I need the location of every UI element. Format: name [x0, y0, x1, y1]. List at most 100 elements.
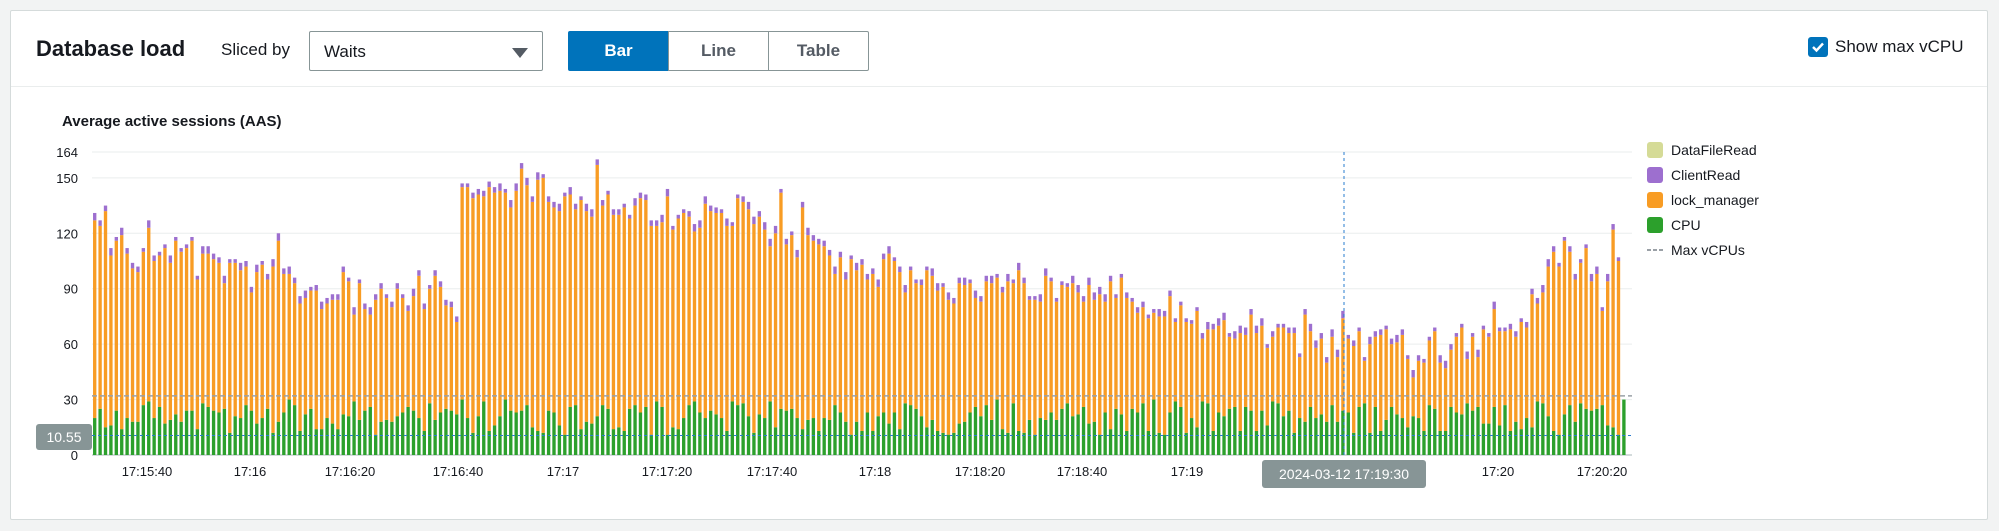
bar-segment-lock-manager — [103, 211, 108, 428]
bar-segment-lock-manager — [1265, 347, 1269, 426]
bar-segment-lock-manager — [1524, 327, 1529, 419]
bar-segment-cpu — [401, 412, 405, 455]
bar-segment-cpu — [660, 406, 664, 455]
bar-segment-cpu — [1470, 410, 1475, 455]
bar-segment-cpu — [622, 430, 626, 455]
bar-segment-cpu — [768, 401, 772, 455]
bar-segment-lock-manager — [201, 253, 205, 404]
bar-segment-clientread — [244, 261, 248, 267]
bar-segment-cpu — [1406, 427, 1410, 455]
bar-segment-lock-manager — [455, 321, 459, 415]
bar-segment-cpu — [309, 408, 313, 455]
bar-segment-lock-manager — [195, 279, 200, 430]
bar-segment-clientread — [817, 238, 821, 245]
bar-segment-cpu — [147, 401, 151, 455]
bar-segment-lock-manager — [1049, 281, 1053, 413]
bar-segment-lock-manager — [660, 222, 664, 407]
bar-segment-cpu — [368, 406, 372, 455]
bar-segment-cpu — [1098, 434, 1102, 455]
bar-segment-cpu — [579, 429, 583, 455]
bar-segment-lock-manager — [606, 194, 610, 409]
bar-segment-cpu — [741, 403, 745, 455]
bar-segment-lock-manager — [125, 253, 129, 419]
bar-segment-cpu — [1541, 403, 1545, 455]
slice-select[interactable]: Waits — [309, 31, 543, 71]
bar-segment-lock-manager — [217, 262, 221, 413]
bar-segment-clientread — [1557, 262, 1561, 267]
bar-segment-cpu — [854, 421, 859, 455]
bar-segment-lock-manager — [1557, 266, 1561, 435]
bar-segment-cpu — [703, 418, 707, 455]
bar-segment-cpu — [763, 418, 767, 455]
bar-segment-cpu — [1443, 430, 1448, 455]
bar-segment-cpu — [460, 399, 464, 455]
bar-segment-lock-manager — [346, 281, 351, 417]
bar-segment-cpu — [665, 434, 670, 455]
bar-segment-clientread — [265, 273, 270, 280]
bar-segment-cpu — [514, 412, 518, 455]
bar-segment-lock-manager — [352, 314, 356, 402]
bar-segment-clientread — [1222, 312, 1226, 321]
bar-segment-cpu — [1135, 412, 1140, 455]
bar-segment-lock-manager — [190, 240, 194, 411]
bar-segment-clientread — [1211, 323, 1215, 330]
bar-segment-clientread — [552, 201, 556, 208]
bar-segment-clientread — [1292, 327, 1296, 334]
bar-segment-lock-manager — [292, 283, 297, 406]
bar-segment-clientread — [1125, 292, 1129, 298]
bar-segment-cpu — [892, 412, 897, 455]
bar-segment-lock-manager — [401, 297, 405, 413]
bar-segment-cpu — [498, 416, 502, 455]
bar-segment-cpu — [1195, 427, 1199, 455]
bar-segment-clientread — [1173, 318, 1178, 322]
bar-segment-lock-manager — [1249, 314, 1253, 411]
bar-segment-lock-manager — [1238, 333, 1242, 431]
bar-segment-cpu — [179, 421, 183, 455]
show-max-vcpu-checkbox[interactable] — [1808, 37, 1828, 57]
bar-segment-cpu — [455, 414, 459, 455]
bar-segment-lock-manager — [498, 190, 502, 417]
bar-segment-lock-manager — [914, 283, 918, 409]
x-tick-label: 17:20 — [1482, 464, 1515, 479]
bar-view-button[interactable]: Bar — [568, 31, 669, 71]
bar-segment-lock-manager — [617, 214, 621, 428]
bar-segment-clientread — [1243, 327, 1248, 335]
caret-down-icon — [512, 48, 528, 58]
bar-segment-clientread — [1006, 273, 1010, 282]
bar-segment-clientread — [1011, 279, 1015, 284]
bar-segment-clientread — [1389, 338, 1394, 345]
bar-segment-lock-manager — [482, 196, 486, 402]
bar-segment-lock-manager — [1476, 357, 1480, 407]
bar-segment-cpu — [725, 430, 729, 455]
bar-segment-lock-manager — [1411, 377, 1415, 417]
line-view-button[interactable]: Line — [668, 31, 769, 71]
bar-segment-clientread — [1314, 340, 1318, 348]
bar-segment-lock-manager — [833, 273, 837, 406]
bar-segment-lock-manager — [525, 185, 529, 406]
bar-segment-lock-manager — [871, 273, 875, 431]
table-view-button[interactable]: Table — [768, 31, 869, 71]
bar-segment-lock-manager — [460, 187, 464, 400]
bar-segment-clientread — [330, 294, 335, 300]
bar-segment-cpu — [319, 429, 324, 455]
bar-segment-clientread — [530, 196, 535, 202]
bar-segment-cpu — [1260, 410, 1264, 455]
bar-segment-clientread — [1400, 329, 1405, 335]
bar-segment-cpu — [1254, 430, 1259, 455]
bar-segment-cpu — [1119, 414, 1124, 455]
bar-segment-cpu — [1006, 432, 1010, 455]
bar-segment-cpu — [817, 430, 821, 455]
bar-segment-cpu — [698, 412, 702, 455]
bar-segment-clientread — [546, 196, 551, 202]
bar-segment-clientread — [1233, 331, 1237, 339]
bar-segment-lock-manager — [1114, 297, 1118, 409]
bar-segment-cpu — [422, 430, 426, 455]
bar-segment-clientread — [503, 188, 508, 193]
bar-segment-clientread — [1443, 360, 1448, 369]
bar-segment-lock-manager — [790, 235, 794, 409]
bar-segment-clientread — [811, 235, 816, 241]
bar-segment-clientread — [1411, 370, 1415, 378]
bar-segment-cpu — [1373, 406, 1378, 455]
bar-segment-clientread — [838, 251, 843, 258]
bar-segment-clientread — [730, 222, 734, 226]
